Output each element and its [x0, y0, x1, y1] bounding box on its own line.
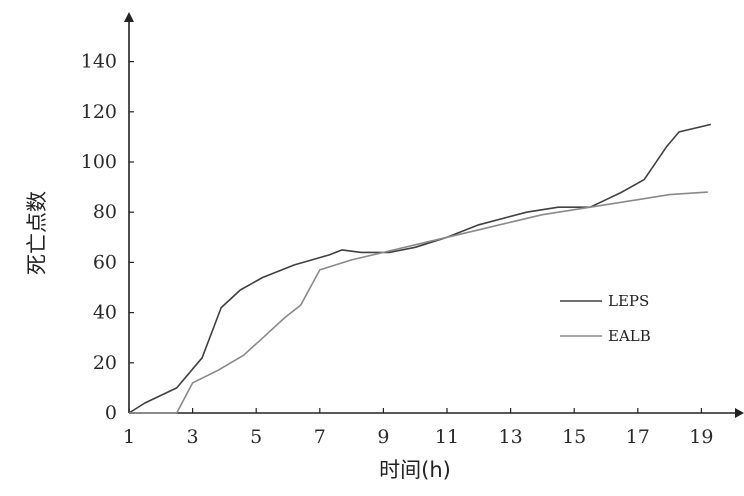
- y-tick-label: 20: [93, 352, 117, 374]
- x-tick-label: 13: [499, 426, 523, 448]
- series-layer: [128, 123, 712, 414]
- y-tick-label: 100: [81, 151, 117, 173]
- legend: LEPS EALB: [560, 292, 651, 345]
- y-axis-arrow: [124, 12, 134, 22]
- series-line-leps: [128, 123, 712, 414]
- x-tick-label: 17: [626, 426, 650, 448]
- x-tick-label: 5: [250, 426, 262, 448]
- x-tick-label: 3: [187, 426, 199, 448]
- x-tick-label: 1: [123, 426, 135, 448]
- legend-label-leps: LEPS: [608, 292, 649, 310]
- x-tick-label: 9: [377, 426, 389, 448]
- x-tick-label: 11: [435, 426, 459, 448]
- axes: [124, 12, 744, 418]
- y-tick-label: 120: [81, 101, 117, 123]
- y-tick-label: 60: [93, 251, 117, 273]
- x-tick-label: 15: [562, 426, 586, 448]
- y-tick-label: 0: [105, 402, 117, 424]
- legend-label-ealb: EALB: [608, 327, 651, 345]
- x-axis-label: 时间(h): [379, 458, 451, 482]
- y-axis-label: 死亡点数: [25, 191, 49, 275]
- y-tick-label: 40: [93, 302, 117, 324]
- series-line-ealb: [129, 191, 708, 414]
- x-axis-arrow: [735, 408, 744, 418]
- y-tick-label: 80: [93, 201, 117, 223]
- y-tick-label: 140: [81, 51, 117, 73]
- x-tick-label: 7: [314, 426, 326, 448]
- x-tick-label: 19: [689, 426, 713, 448]
